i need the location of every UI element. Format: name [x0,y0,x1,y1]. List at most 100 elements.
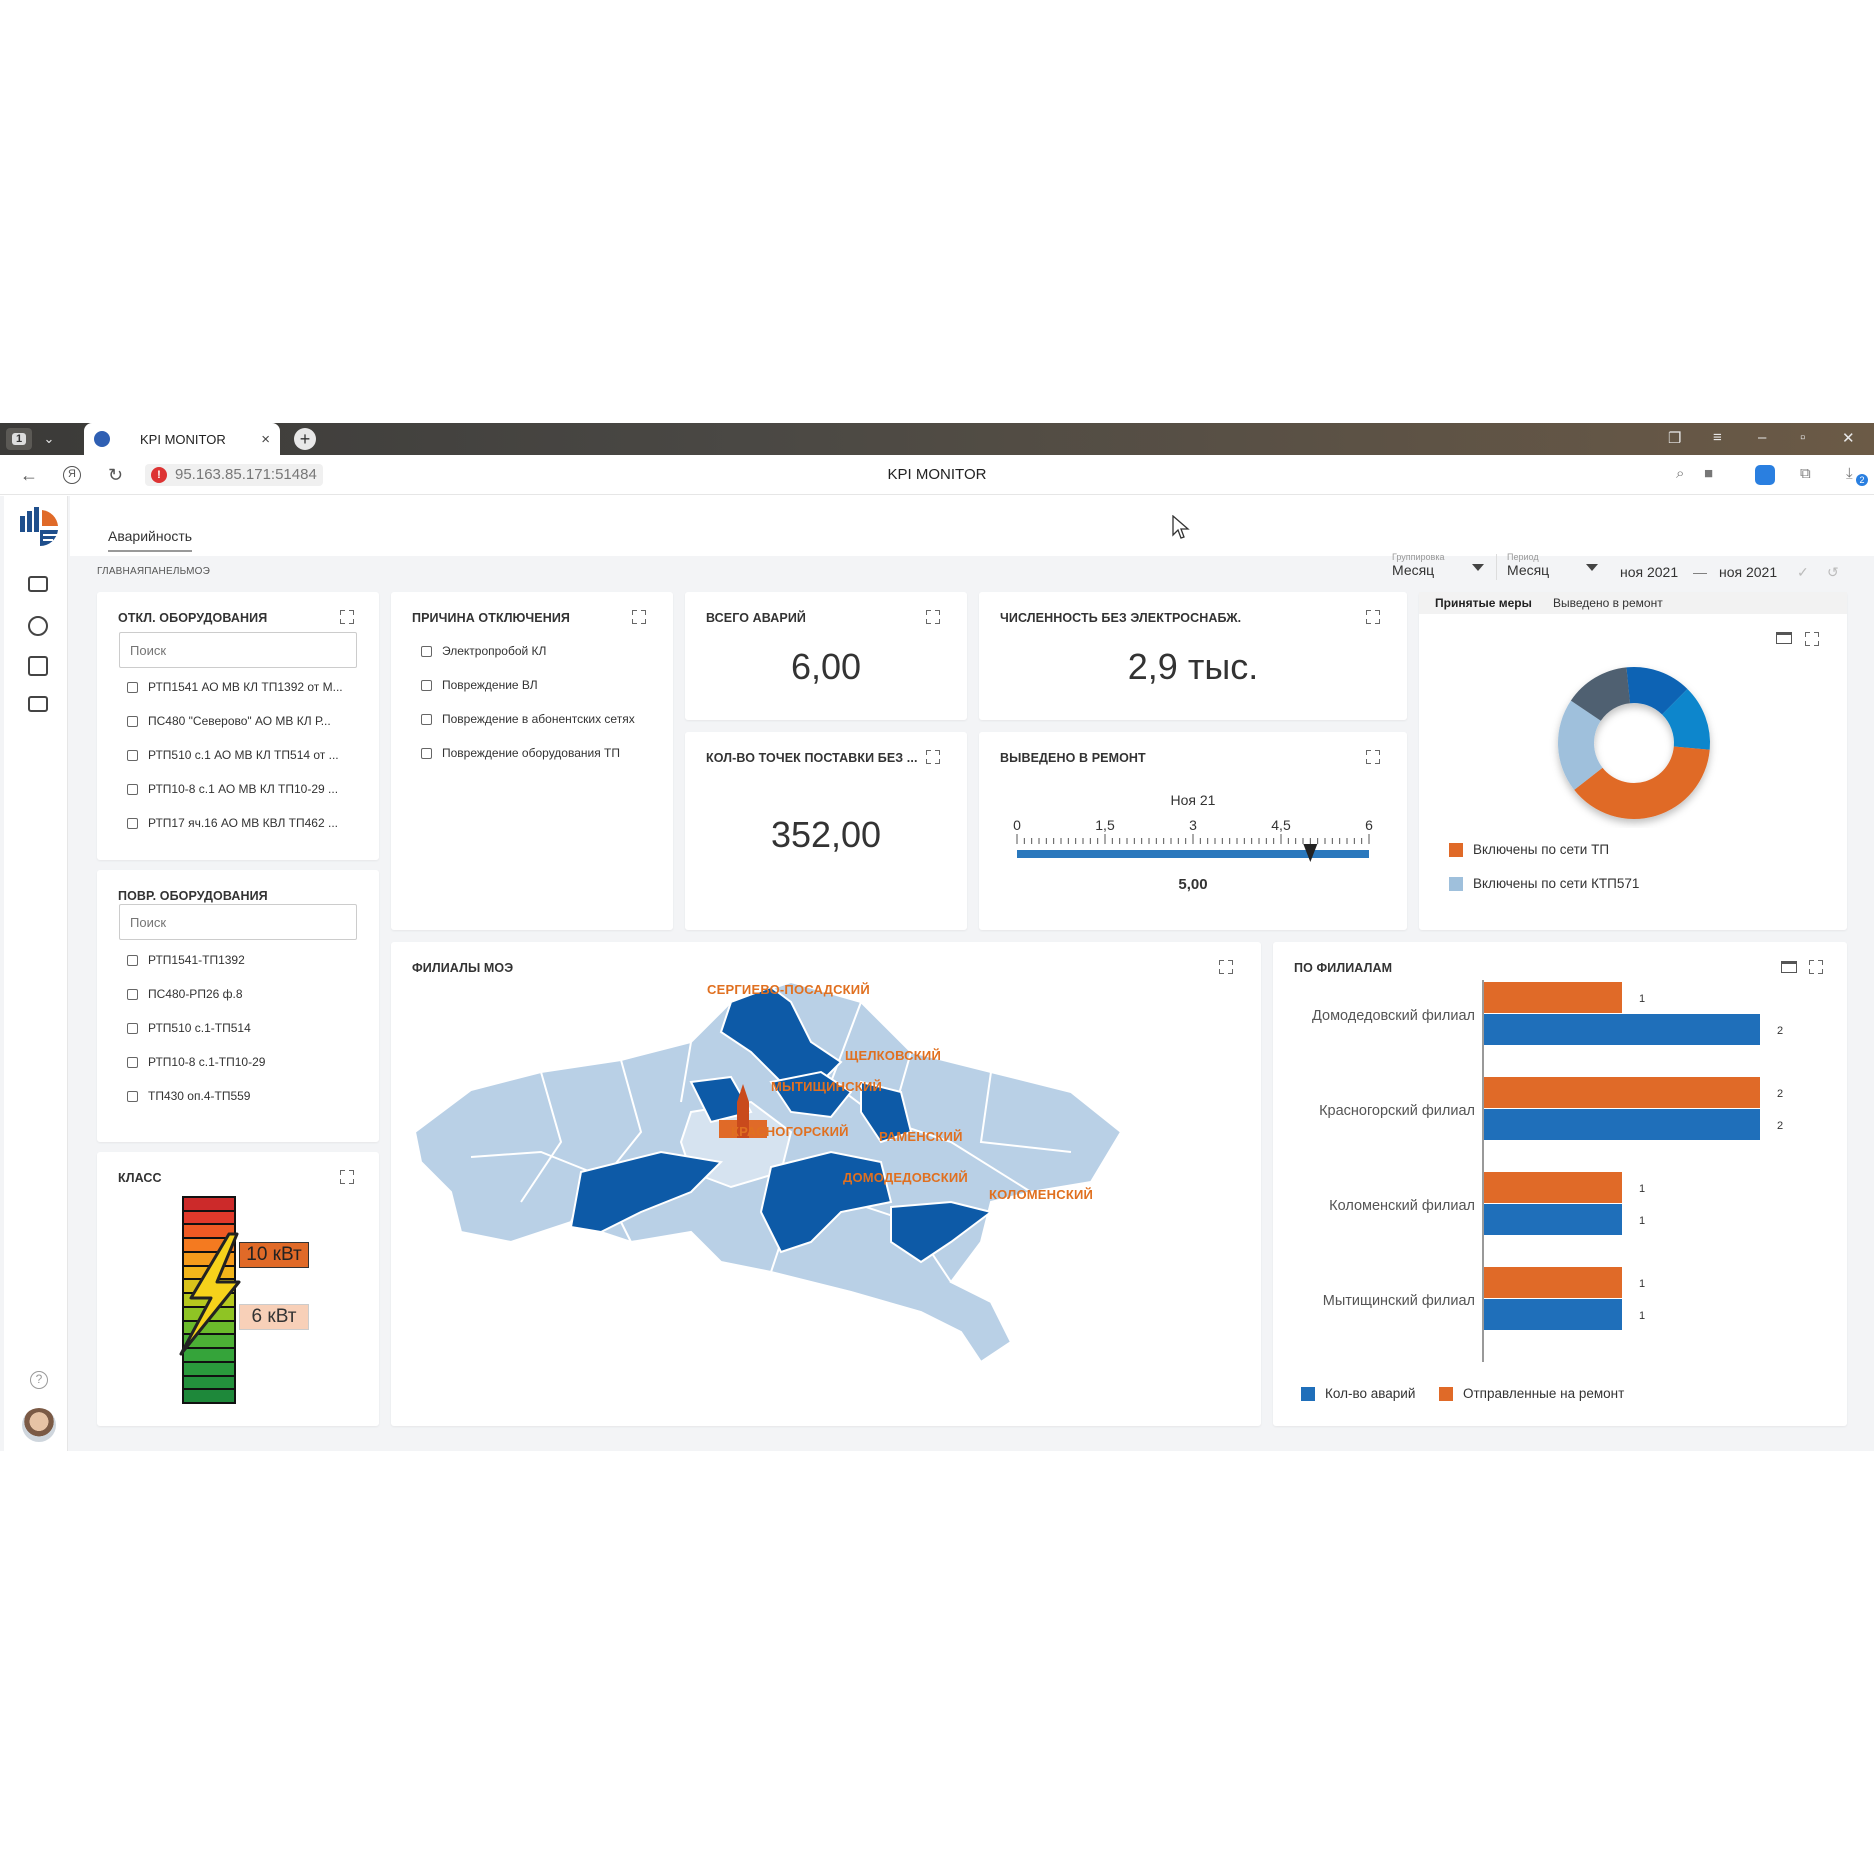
checkbox[interactable] [127,1090,138,1102]
donut-segment[interactable] [1574,746,1710,819]
list-item[interactable]: РТП1541 АО МВ КЛ ТП1392 от М... [127,680,343,694]
map-label-shchelkovo[interactable]: ЩЕЛКОВСКИЙ [845,1048,941,1063]
list-item[interactable]: Повреждение оборудования ТП [421,746,620,760]
period-select[interactable]: Период Месяц [1507,552,1549,578]
list-item[interactable]: ПС480 "Северово" АО МВ КЛ Р... [127,714,331,728]
checkbox[interactable] [127,681,138,693]
key-icon[interactable]: ⌕ [1676,465,1685,482]
checkbox[interactable] [127,749,138,761]
checkbox[interactable] [127,988,138,1000]
list-item[interactable]: РТП10-8 с.1-ТП10-29 [127,1055,265,1069]
checkbox[interactable] [421,645,432,657]
chevron-down-icon[interactable] [1586,564,1598,571]
app-logo-icon[interactable] [18,506,60,548]
downloads-icon[interactable]: ⤓ 2 [1846,465,1868,486]
bar[interactable] [1484,1172,1622,1203]
checkbox[interactable] [421,747,432,759]
map-label-krasnogorsk[interactable]: КРАСНОГОРСКИЙ [731,1124,849,1139]
checkbox[interactable] [421,713,432,725]
back-icon[interactable]: ← [20,465,38,485]
browser-tab[interactable]: KPI MONITOR × [84,423,280,455]
avatar[interactable] [22,1408,56,1442]
presentation-icon[interactable] [28,576,48,592]
gauge-icon[interactable] [28,616,48,636]
collections-icon[interactable]: ❐ [1668,430,1682,447]
checkbox[interactable] [127,954,138,966]
bar[interactable] [1484,1109,1760,1140]
expand-icon[interactable] [340,1170,354,1184]
bookmark-icon[interactable]: ■ [1704,465,1714,482]
yandex-icon[interactable]: Я [63,466,81,484]
url-field[interactable]: ! 95.163.85.171:51484 [145,464,323,486]
minimize-icon[interactable]: – [1758,429,1767,446]
map-label-domodedovo[interactable]: ДОМОДЕДОВСКИЙ [843,1170,968,1185]
list-item[interactable]: Повреждение в абонентских сетях [421,712,635,726]
help-icon[interactable]: ? [30,1371,48,1389]
donut-segment[interactable] [1558,700,1603,790]
tab-sent-to-repair[interactable]: Выведено в ремонт [1553,596,1663,610]
tab-avariynost[interactable]: Аварийность [108,528,193,552]
search-input[interactable] [119,904,357,940]
menu-icon[interactable]: ≡ [1713,429,1722,446]
list-item[interactable]: ТП430 оп.4-ТП559 [127,1089,250,1103]
map-label-ramenskoye[interactable]: РАМЕНСКИЙ [879,1129,963,1144]
list-item[interactable]: РТП17 яч.16 АО МВ КВЛ ТП462 ... [127,816,338,830]
checkbox[interactable] [127,1056,138,1068]
checkbox[interactable] [421,679,432,691]
checkbox[interactable] [127,783,138,795]
bar[interactable] [1484,1014,1760,1045]
tabs-dropdown-icon[interactable]: ⌄ [43,431,55,446]
new-tab-button[interactable]: + [294,428,316,450]
reset-icon[interactable]: ↺ [1827,564,1839,580]
legend-item[interactable]: Кол-во аварий [1301,1386,1415,1401]
map-label-kolomna[interactable]: КОЛОМЕНСКИЙ [989,1187,1094,1202]
close-window-icon[interactable]: ✕ [1842,430,1855,447]
checkbox[interactable] [127,817,138,829]
tab-accepted-measures[interactable]: Принятые меры [1435,596,1532,610]
legend-item[interactable]: Отправленные на ремонт [1439,1386,1624,1401]
map-label-mytishchi[interactable]: МЫТИЩИНСКИЙ [771,1079,883,1094]
bar[interactable] [1484,1204,1622,1235]
list-item[interactable]: РТП510 с.1 АО МВ КЛ ТП514 от ... [127,748,339,762]
expand-icon[interactable] [1805,632,1819,646]
restore-icon[interactable]: ▫ [1800,429,1806,446]
monitor-icon[interactable] [28,696,48,712]
donut-segment[interactable] [1662,688,1710,750]
chevron-down-icon[interactable] [1472,564,1484,571]
grouping-select[interactable]: Группировка Месяц [1392,552,1444,578]
expand-icon[interactable] [926,610,940,624]
checkbox[interactable] [127,1022,138,1034]
expand-icon[interactable] [1366,610,1380,624]
list-item[interactable]: РТП10-8 с.1 АО МВ КЛ ТП10-29 ... [127,782,338,796]
search-input[interactable] [119,632,357,668]
expand-icon[interactable] [1809,960,1823,974]
apply-check-icon[interactable]: ✓ [1797,564,1809,580]
legend-item[interactable]: Включены по сети ТП [1449,842,1609,857]
bar[interactable] [1484,1077,1760,1108]
window-icon[interactable] [1781,961,1797,973]
tab-counter-button[interactable]: 1 [6,428,32,450]
window-icon[interactable] [1776,632,1792,644]
donut-segment[interactable] [1626,667,1688,715]
reload-icon[interactable]: ↻ [108,465,124,485]
extensions-icon[interactable]: ⧉ [1800,465,1811,482]
list-item[interactable]: РТП1541-ТП1392 [127,953,245,967]
tab-close-icon[interactable]: × [261,430,270,448]
date-from[interactable]: ноя 2021 [1620,564,1679,580]
date-to[interactable]: ноя 2021 [1719,564,1778,580]
expand-icon[interactable] [632,610,646,624]
bar[interactable] [1484,982,1622,1013]
list-item[interactable]: ПС480-РП26 ф.8 [127,987,243,1001]
expand-icon[interactable] [1366,750,1380,764]
list-item[interactable]: Электропробой КЛ [421,644,546,658]
checkbox[interactable] [127,715,138,727]
expand-icon[interactable] [1219,960,1233,974]
video-icon[interactable] [1755,465,1775,485]
donut-segment[interactable] [1570,667,1631,721]
legend-item[interactable]: Включены по сети КТП571 [1449,876,1639,891]
list-item[interactable]: РТП510 с.1-ТП514 [127,1021,251,1035]
bar[interactable] [1484,1267,1622,1298]
expand-icon[interactable] [340,610,354,624]
list-item[interactable]: Повреждение ВЛ [421,678,538,692]
map-label-sergiev-posad[interactable]: СЕРГИЕВО-ПОСАДСКИЙ [707,982,870,997]
